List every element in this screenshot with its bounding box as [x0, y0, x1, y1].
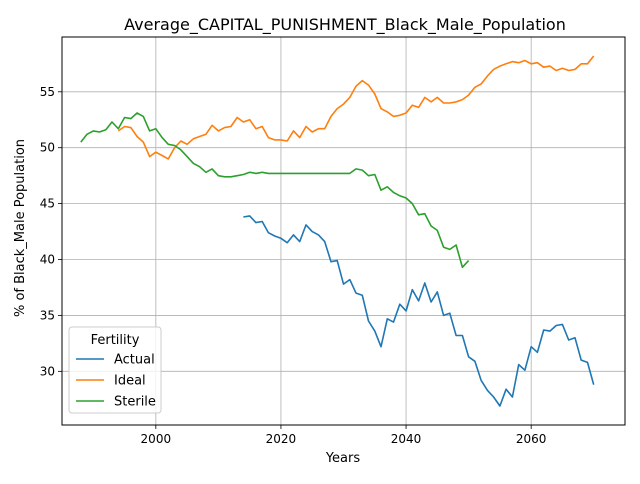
- x-tick-label: 2000: [141, 432, 172, 446]
- legend-label-sterile: Sterile: [114, 395, 156, 410]
- x-tick-label: 2060: [516, 432, 547, 446]
- legend: Fertility Actual Ideal Sterile: [68, 326, 162, 414]
- series-line-ideal: [117, 55, 595, 160]
- y-tick-label: 40: [40, 253, 55, 267]
- series-line-actual: [243, 215, 595, 407]
- plot-frame: [61, 36, 626, 426]
- x-axis-label: Years: [325, 451, 361, 466]
- y-tick-label: 35: [40, 308, 55, 322]
- y-tick-label: 30: [40, 364, 55, 378]
- series-line-sterile: [80, 112, 470, 269]
- legend-title: Fertility: [91, 333, 140, 348]
- legend-label-actual: Actual: [114, 353, 155, 368]
- y-axis-label: % of Black_Male Population: [13, 139, 28, 317]
- y-tick-label: 55: [40, 85, 55, 99]
- legend-items: Actual Ideal Sterile: [76, 353, 156, 410]
- y-tick-label: 45: [40, 197, 55, 211]
- series-lines: [80, 55, 595, 407]
- x-tick-label: 2020: [266, 432, 297, 446]
- chart-title: Average_CAPITAL_PUNISHMENT_Black_Male_Po…: [124, 15, 566, 35]
- y-tick-label: 50: [40, 141, 55, 155]
- legend-box: [68, 326, 162, 414]
- axis-ticks: 2000 2020 2040 2060 30 35 40 45 50 55: [40, 85, 547, 446]
- legend-label-ideal: Ideal: [114, 374, 146, 389]
- x-tick-label: 2040: [391, 432, 422, 446]
